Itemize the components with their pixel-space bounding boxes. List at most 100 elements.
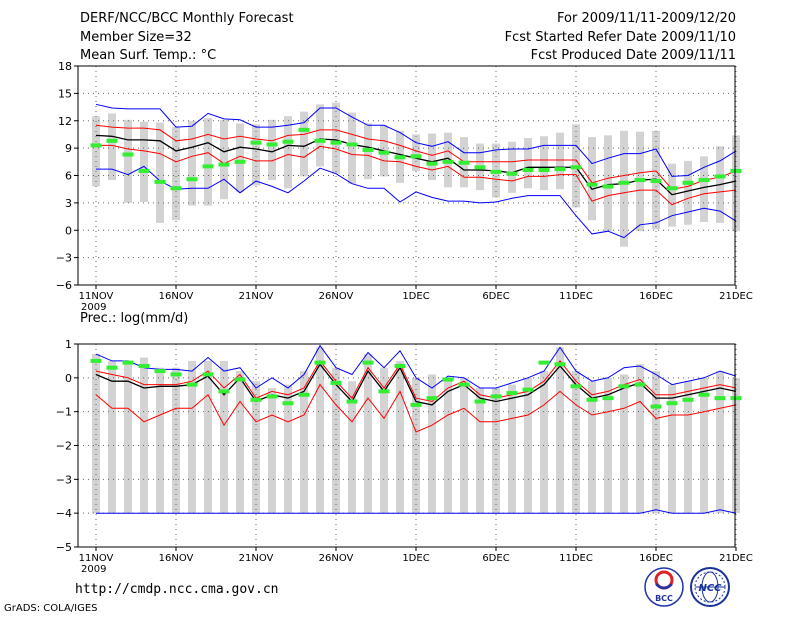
temp-observed-marker bbox=[570, 165, 582, 170]
temp-xtick-label: 21NOV bbox=[239, 291, 274, 302]
prec-observed-marker bbox=[106, 365, 118, 370]
temp-spread-box bbox=[284, 116, 292, 189]
temp-spread-box bbox=[172, 127, 180, 221]
prec-observed-marker bbox=[506, 391, 518, 396]
temp-xtick-label: 11DEC bbox=[559, 291, 593, 302]
prec-ytick-label: −5 bbox=[56, 541, 72, 554]
prec-ytick-label: −3 bbox=[56, 473, 72, 486]
temp-observed-marker bbox=[666, 186, 678, 191]
prec-spread-box bbox=[428, 374, 436, 514]
temp-ytick-label: 3 bbox=[65, 197, 72, 210]
prec-spread-box bbox=[252, 381, 260, 514]
bcc-logo: BCC bbox=[644, 567, 684, 607]
prec-observed-marker bbox=[154, 369, 166, 374]
prec-ytick-label: −2 bbox=[56, 440, 72, 453]
prec-observed-marker bbox=[282, 401, 294, 406]
prec-series-min bbox=[96, 509, 737, 514]
temp-observed-marker bbox=[442, 159, 454, 164]
prec-spread-box bbox=[412, 377, 420, 514]
prec-xtick-label: 11DEC bbox=[559, 553, 593, 564]
prec-spread-box bbox=[284, 384, 292, 514]
temp-spread-box bbox=[220, 119, 228, 200]
temp-observed-marker bbox=[234, 159, 246, 164]
temp-ytick-label: 0 bbox=[65, 224, 72, 237]
temp-spread-box bbox=[604, 135, 612, 232]
prec-observed-marker bbox=[602, 396, 614, 401]
prec-spread-box bbox=[236, 371, 244, 514]
prec-spread-box bbox=[124, 360, 132, 514]
temp-ytick-label: 15 bbox=[58, 87, 72, 100]
temp-spread-box bbox=[236, 123, 244, 192]
temp-observed-marker bbox=[394, 155, 406, 160]
prec-spread-box bbox=[716, 371, 724, 514]
temp-xtick-label: 6DEC bbox=[482, 291, 509, 302]
prec-spread-box bbox=[572, 371, 580, 514]
temp-observed-marker bbox=[618, 180, 630, 185]
temp-spread-box bbox=[268, 119, 276, 181]
prec-xtick-label: 16DEC bbox=[639, 553, 673, 564]
temp-observed-marker bbox=[186, 177, 198, 182]
temp-spread-box bbox=[620, 130, 628, 247]
prec-spread-box bbox=[620, 374, 628, 514]
temp-series-lower bbox=[96, 144, 737, 206]
temp-spread-box bbox=[252, 124, 260, 186]
temp-observed-marker bbox=[218, 162, 230, 167]
prec-observed-marker bbox=[570, 384, 582, 389]
prec-xtick-label: 11NOV bbox=[79, 553, 114, 564]
temp-spread-box bbox=[540, 136, 548, 191]
temp-spread-box bbox=[412, 134, 420, 171]
temp-spread-box bbox=[508, 141, 516, 193]
prec-xtick-label: 6DEC bbox=[482, 553, 509, 564]
prec-observed-marker bbox=[586, 397, 598, 402]
temp-observed-marker bbox=[698, 178, 710, 183]
prec-observed-marker bbox=[378, 389, 390, 394]
prec-spread-box bbox=[188, 360, 196, 514]
temp-spread-box bbox=[140, 121, 148, 202]
prec-spread-box bbox=[364, 354, 372, 514]
prec-observed-marker bbox=[442, 377, 454, 382]
temp-observed-marker bbox=[538, 168, 550, 173]
prec-observed-marker bbox=[218, 389, 230, 394]
temp-observed-marker bbox=[458, 160, 470, 165]
precipitation-panel-title: Prec.: log(mm/d) bbox=[80, 311, 188, 326]
temp-spread-box bbox=[156, 122, 164, 223]
prec-observed-marker bbox=[394, 363, 406, 368]
forecast-start-date-label: Fcst Started Refer Date 2009/11/10 bbox=[504, 30, 736, 45]
prec-spread-box bbox=[300, 371, 308, 514]
prec-series-lower bbox=[95, 383, 737, 433]
temp-spread-box bbox=[108, 113, 116, 181]
temp-observed-marker bbox=[714, 174, 726, 179]
temp-observed-marker bbox=[250, 140, 262, 145]
temp-spread-box bbox=[124, 119, 132, 203]
temp-ytick-label: 9 bbox=[65, 142, 72, 155]
prec-ytick-label: −1 bbox=[56, 406, 72, 419]
prec-observed-marker bbox=[250, 397, 262, 402]
temp-observed-marker bbox=[410, 154, 422, 159]
ncc-logo-text: NCC bbox=[698, 583, 722, 594]
temp-spread-box bbox=[556, 132, 564, 190]
prec-observed-marker bbox=[266, 394, 278, 399]
prec-observed-marker bbox=[186, 382, 198, 387]
prec-observed-marker bbox=[122, 360, 134, 365]
temp-spread-box bbox=[204, 118, 212, 206]
prec-observed-marker bbox=[538, 360, 550, 365]
temp-xtick-label: 26NOV bbox=[319, 291, 354, 302]
temp-observed-marker bbox=[346, 142, 358, 147]
chart-title: DERF/NCC/BCC Monthly Forecast bbox=[80, 11, 294, 26]
temp-spread-box bbox=[684, 160, 692, 225]
temp-observed-marker bbox=[586, 182, 598, 187]
temp-xtick-label: 16DEC bbox=[639, 291, 673, 302]
temp-observed-marker bbox=[426, 161, 438, 166]
prec-observed-marker bbox=[90, 358, 102, 363]
bcc-logo-text: BCC bbox=[655, 594, 673, 603]
temp-spread-box bbox=[588, 137, 596, 221]
prec-observed-marker bbox=[730, 396, 742, 401]
temp-observed-marker bbox=[650, 178, 662, 183]
prec-xtick-label: 1DEC bbox=[402, 553, 429, 564]
temp-ytick-label: −3 bbox=[56, 252, 72, 265]
prec-observed-marker bbox=[650, 404, 662, 409]
temp-observed-marker bbox=[522, 168, 534, 173]
prec-observed-marker bbox=[314, 360, 326, 365]
prec-observed-marker bbox=[234, 377, 246, 382]
